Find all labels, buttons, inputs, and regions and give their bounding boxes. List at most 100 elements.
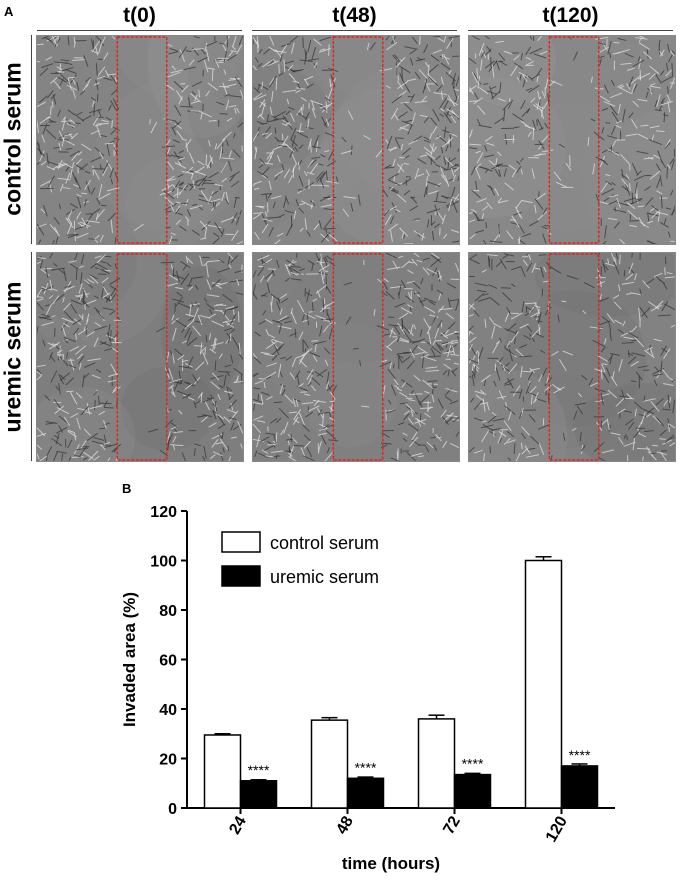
cell-mark	[75, 233, 76, 241]
column-rule	[252, 30, 457, 31]
cell-mark	[324, 271, 328, 272]
cell-mark	[258, 395, 259, 401]
cell-mark	[100, 403, 112, 404]
cell-mark	[539, 192, 540, 197]
cell-mark	[303, 37, 304, 47]
cell-mark	[651, 453, 656, 454]
column-title-t48: t(48)	[252, 4, 457, 28]
cell-mark	[514, 127, 519, 128]
cell-mark	[537, 120, 538, 126]
cell-mark	[401, 102, 408, 103]
cell-mark	[61, 121, 71, 122]
cell-mark	[66, 149, 72, 150]
bar-control-serum	[312, 720, 348, 808]
cell-mark	[43, 268, 52, 269]
x-tick-label: 72	[440, 813, 464, 837]
micrograph-uremic-t0	[36, 252, 244, 462]
cell-mark	[276, 78, 277, 90]
cell-mark	[659, 315, 671, 316]
micrograph-control-t48	[252, 35, 460, 245]
cell-mark	[626, 294, 630, 295]
y-tick-label: 120	[150, 504, 177, 521]
cell-mark	[209, 121, 216, 122]
bar-control-serum	[526, 561, 562, 809]
panel-a-letter: A	[4, 4, 13, 19]
x-axis-label: time (hours)	[342, 854, 440, 873]
micrograph-uremic-t48	[252, 252, 460, 462]
cell-mark	[324, 273, 325, 278]
cell-mark	[620, 255, 621, 264]
cell-mark	[82, 193, 87, 194]
cell-mark	[63, 355, 64, 360]
cell-mark	[112, 121, 113, 128]
cell-mark	[218, 372, 230, 373]
legend-swatch	[222, 566, 260, 586]
x-tick-label: 48	[333, 813, 357, 837]
micrograph-image	[253, 36, 459, 244]
bar-uremic-serum	[562, 766, 598, 808]
cell-mark	[324, 209, 332, 210]
y-tick-label: 100	[150, 554, 177, 571]
cell-mark	[543, 281, 548, 282]
cell-mark	[266, 456, 273, 457]
bar-uremic-serum	[455, 775, 491, 808]
column-rule	[468, 30, 673, 31]
cell-mark	[206, 336, 207, 342]
cell-mark	[490, 446, 491, 452]
cell-mark	[194, 346, 203, 347]
cell-mark	[656, 131, 664, 132]
cell-mark	[630, 184, 631, 191]
cell-mark	[291, 435, 292, 442]
cell-mark	[51, 106, 52, 114]
cell-mark	[562, 301, 566, 302]
cell-mark	[76, 268, 77, 279]
cell-mark	[55, 328, 56, 336]
bar-control-serum	[419, 719, 455, 808]
cell-mark	[217, 305, 226, 306]
y-tick-label: 0	[168, 801, 177, 818]
cell-mark	[469, 101, 477, 102]
cell-mark	[166, 211, 171, 212]
cell-mark	[69, 77, 75, 78]
cell-mark	[101, 205, 106, 206]
significance-marker: ****	[569, 747, 591, 763]
micrograph-image	[253, 253, 459, 461]
cell-mark	[85, 305, 86, 309]
cell-mark	[661, 196, 662, 208]
cell-mark	[326, 277, 327, 290]
micrograph-image	[469, 253, 675, 461]
cell-mark	[95, 400, 96, 409]
legend-label: control serum	[270, 533, 379, 553]
micrograph-uremic-t120	[468, 252, 676, 462]
legend-label: uremic serum	[270, 567, 379, 587]
cell-mark	[52, 102, 53, 108]
cell-mark	[295, 329, 296, 337]
micrograph-control-t0	[36, 35, 244, 245]
cell-mark	[664, 112, 665, 122]
cell-mark	[94, 104, 95, 115]
cell-mark	[641, 125, 648, 126]
cell-mark	[539, 100, 540, 107]
cell-mark	[499, 224, 500, 234]
y-axis-label: Invaded area (%)	[120, 592, 139, 727]
cell-mark	[235, 197, 239, 198]
cell-mark	[627, 436, 628, 440]
cell-mark	[83, 290, 84, 300]
y-tick-label: 80	[159, 603, 177, 620]
micrograph-image	[37, 36, 243, 244]
column-rule	[37, 30, 242, 31]
cell-mark	[150, 120, 151, 125]
micrograph-image	[37, 253, 243, 461]
cell-mark	[632, 193, 633, 204]
legend-swatch	[222, 532, 260, 552]
micrograph-control-t120	[468, 35, 676, 245]
x-tick-label: 24	[226, 813, 250, 837]
y-tick-label: 60	[159, 653, 177, 670]
cell-mark	[276, 433, 277, 442]
bar-control-serum	[205, 735, 241, 808]
column-title-t120: t(120)	[468, 4, 673, 28]
cell-mark	[312, 303, 313, 312]
cell-mark	[478, 220, 484, 221]
cell-mark	[76, 123, 81, 124]
significance-marker: ****	[248, 762, 270, 778]
